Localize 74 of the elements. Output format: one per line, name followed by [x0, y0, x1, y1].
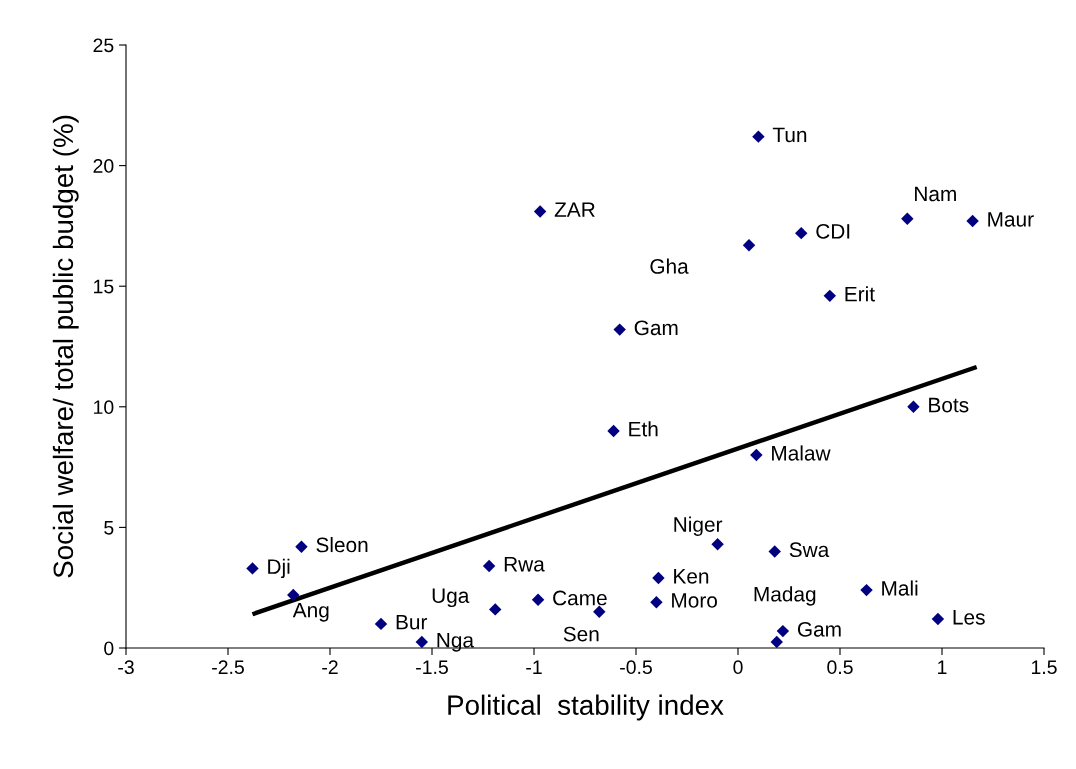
annotation: Nam: [915, 186, 956, 202]
annotation: Madag: [754, 586, 816, 606]
point: [750, 448, 763, 462]
point: [295, 540, 308, 553]
annotation: Gha: [650, 258, 689, 274]
point: [823, 289, 837, 303]
point: [489, 603, 502, 616]
annotation: Gam: [634, 320, 678, 336]
x-tick-label: -3: [118, 660, 134, 675]
point: [652, 571, 665, 585]
annotation: Bur: [396, 614, 428, 630]
point: [776, 624, 790, 638]
annotation: Sen: [563, 626, 599, 642]
y-tick-label: 0: [104, 641, 114, 656]
point: [415, 635, 429, 648]
point: [901, 212, 914, 225]
point: [287, 588, 300, 602]
annotation: Came: [553, 590, 607, 606]
annotation: Dji: [268, 558, 290, 579]
point: [752, 130, 765, 143]
point: [533, 205, 547, 218]
annotation: Bots: [929, 397, 969, 413]
annotation: Mali: [882, 580, 918, 596]
y-tick-label: 20: [93, 159, 114, 173]
point: [860, 583, 873, 597]
x-tick-label: 0: [733, 660, 743, 675]
y-tick-label: 25: [93, 38, 114, 53]
point: [770, 635, 783, 648]
point: [482, 559, 496, 573]
point: [907, 400, 920, 414]
point: [742, 238, 756, 252]
point: [966, 214, 979, 228]
point: [593, 605, 606, 619]
annotation: ZAR: [554, 202, 595, 217]
x-tick-label: 1: [938, 660, 947, 674]
x-tick-label: -1.5: [416, 660, 448, 675]
x-tick-label: 1.5: [1031, 660, 1057, 675]
y-axis-title: Social welfare/ total public budget (%): [52, 115, 79, 578]
annotation: Eth: [629, 421, 658, 437]
annotation: CDI: [816, 223, 850, 239]
annotation: Maur: [988, 212, 1034, 227]
annotation: Niger: [674, 516, 723, 536]
annotation: Tun: [772, 127, 807, 143]
y-tick-label: 5: [104, 521, 114, 535]
annotation: Erit: [845, 286, 875, 302]
x-axis-title: Political stability index: [448, 694, 724, 721]
x-tick-label: -1: [526, 660, 542, 674]
annotation: Swa: [789, 542, 830, 558]
point: [795, 226, 808, 240]
y-tick-label: 15: [94, 279, 114, 294]
point: [374, 617, 388, 631]
point: [711, 538, 724, 551]
point: [650, 595, 663, 609]
annotation: Rwa: [504, 557, 545, 572]
annotation: Sleon: [316, 536, 368, 553]
point: [531, 593, 545, 606]
x-tick-label: -2.5: [212, 660, 244, 675]
annotation: Ken: [674, 569, 709, 584]
annotation: Nga: [437, 633, 475, 652]
point: [931, 612, 945, 626]
annotation: Ang: [292, 602, 329, 622]
annotation: Uga: [432, 588, 470, 608]
annotation: Malaw: [772, 445, 831, 461]
point: [613, 323, 626, 336]
x-tick-label: -2: [322, 660, 338, 674]
x-tick-label: -0.5: [620, 660, 652, 675]
point: [768, 545, 781, 558]
annotation: Moro: [672, 593, 717, 608]
x-tick-label: 0.5: [827, 660, 853, 675]
annotation: Gam: [797, 621, 841, 637]
y-tick-label: 10: [94, 400, 114, 415]
annotation: Les: [953, 610, 985, 625]
point: [607, 424, 620, 438]
point: [246, 562, 259, 575]
